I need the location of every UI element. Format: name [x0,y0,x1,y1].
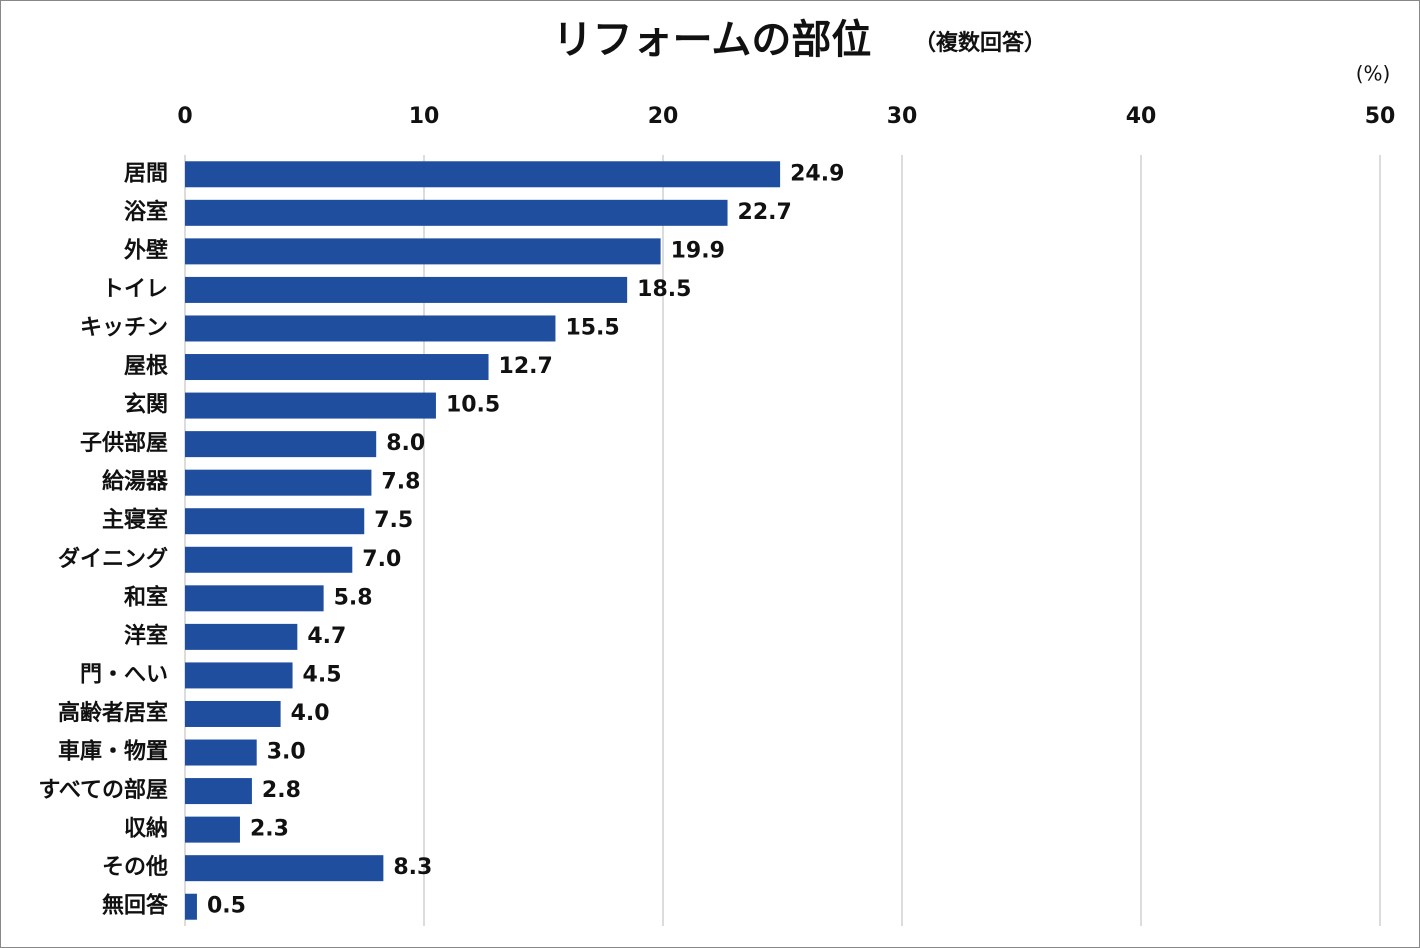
value-label: 3.0 [267,740,306,765]
chart-subtitle: （複数回答） [914,30,1046,56]
y-tick-label: 無回答 [102,893,169,919]
bar [185,431,377,458]
unit-label: (%) [1356,62,1391,86]
bar [185,855,384,882]
value-label: 7.0 [362,547,401,572]
y-tick-label: 浴室 [124,199,168,225]
y-tick-label: キッチン [80,315,168,340]
value-label: 2.8 [262,778,301,803]
bar [185,276,628,303]
bar [185,161,781,188]
value-label: 4.5 [303,662,342,687]
bar [185,816,240,843]
bar [185,354,489,381]
y-tick-label: 居間 [124,161,168,186]
bar [185,700,281,727]
x-tick-label: 0 [177,104,192,129]
bar [185,546,353,573]
value-label: 12.7 [499,354,553,379]
y-tick-label: ダイニング [58,546,168,572]
value-label: 5.8 [334,585,373,610]
y-tick-label: 給湯器 [102,469,169,495]
bar [185,508,365,535]
bar [185,238,661,265]
y-tick-label: 車庫・物置 [58,739,168,765]
y-tick-label: すべての部屋 [38,777,168,803]
bar [185,585,324,612]
x-tick-label: 10 [409,104,440,129]
y-tick-label: 外壁 [124,237,168,263]
bar [185,623,298,650]
value-label: 10.5 [446,393,500,418]
bar [185,199,728,226]
y-tick-label: 主寝室 [102,507,168,533]
bar [185,893,197,920]
y-tick-label: 高齢者居室 [58,700,168,726]
y-tick-label: 収納 [124,816,168,842]
x-tick-label: 30 [887,104,918,129]
value-label: 7.5 [374,508,413,533]
value-label: 18.5 [637,277,691,302]
y-tick-label: 玄関 [124,392,168,418]
bar [185,469,372,496]
y-tick-label: トイレ [102,277,168,302]
chart-title: リフォームの部位 [553,17,872,63]
bar [185,392,436,419]
y-tick-label: その他 [102,855,168,880]
value-label: 4.7 [307,624,346,649]
x-tick-label: 20 [648,104,679,129]
value-label: 24.9 [790,161,844,186]
value-label: 22.7 [738,200,792,225]
y-tick-label: 洋室 [124,623,168,649]
bar [185,739,257,766]
bar [185,662,293,689]
value-label: 4.0 [291,701,330,726]
y-tick-label: 門・へい [80,662,168,687]
value-label: 15.5 [565,315,619,340]
y-tick-label: 和室 [124,584,168,610]
bar [185,778,252,805]
value-label: 7.8 [381,470,420,495]
y-tick-label: 屋根 [124,354,168,379]
value-label: 0.5 [207,894,246,919]
bar [185,315,556,342]
value-label: 8.3 [393,855,432,880]
x-tick-label: 40 [1126,104,1157,129]
y-tick-label: 子供部屋 [80,430,168,456]
value-label: 2.3 [250,817,289,842]
value-label: 8.0 [386,431,425,456]
x-tick-label: 50 [1365,104,1396,129]
value-label: 19.9 [671,238,725,263]
